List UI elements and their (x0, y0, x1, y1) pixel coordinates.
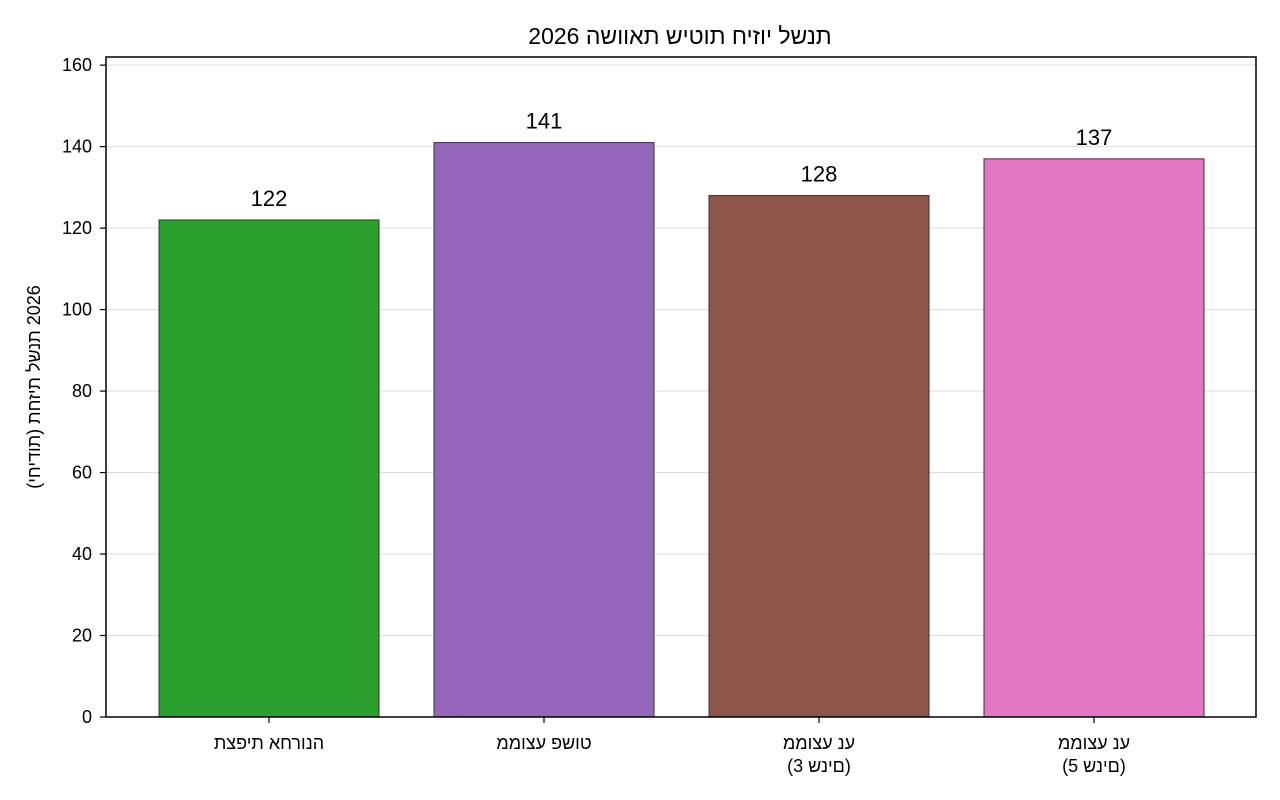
y-tick-label: 80 (72, 381, 92, 401)
bar-value-label: 128 (801, 162, 838, 187)
y-tick-label: 160 (62, 55, 92, 75)
bar (708, 195, 930, 718)
bar (433, 142, 655, 718)
bar-value-label: 137 (1076, 125, 1113, 150)
x-tick-label: (םינש 5) (1062, 756, 1126, 776)
bar-value-label: 141 (526, 109, 563, 134)
x-tick-label: ענ עצוממ (783, 733, 855, 753)
x-tick-label: הנורחא תיפצת (214, 733, 324, 753)
x-tick-label: ענ עצוממ (1058, 733, 1130, 753)
y-tick-label: 0 (82, 707, 92, 727)
plot-area-frame (105, 56, 1257, 718)
bar (158, 219, 380, 718)
y-tick-label: 140 (62, 137, 92, 157)
x-tick-label: (םינש 3) (787, 756, 851, 776)
x-axis-ticks: הנורחא תיפצת טושפ עצוממ ענ עצוממ (םינש 3) ענ… (214, 717, 1130, 776)
bars (158, 142, 1205, 718)
y-tick-label: 20 (72, 626, 92, 646)
y-axis-ticks: 0 20 40 60 80 100 120 140 160 (62, 55, 106, 727)
y-tick-label: 60 (72, 463, 92, 483)
y-axis-label: (תודיחי) 2026 תנשל תיזחת (24, 285, 44, 489)
y-tick-label: 100 (62, 300, 92, 320)
chart-title: 2026 תנשל יוזיח תוטיש תאוושה (528, 23, 831, 49)
y-tick-label: 40 (72, 544, 92, 564)
y-tick-label: 120 (62, 218, 92, 238)
value-labels: 122 141 128 137 (251, 109, 1113, 211)
bar (983, 158, 1205, 718)
x-tick-label: טושפ עצוממ (496, 733, 591, 753)
bar-value-label: 122 (251, 186, 288, 211)
